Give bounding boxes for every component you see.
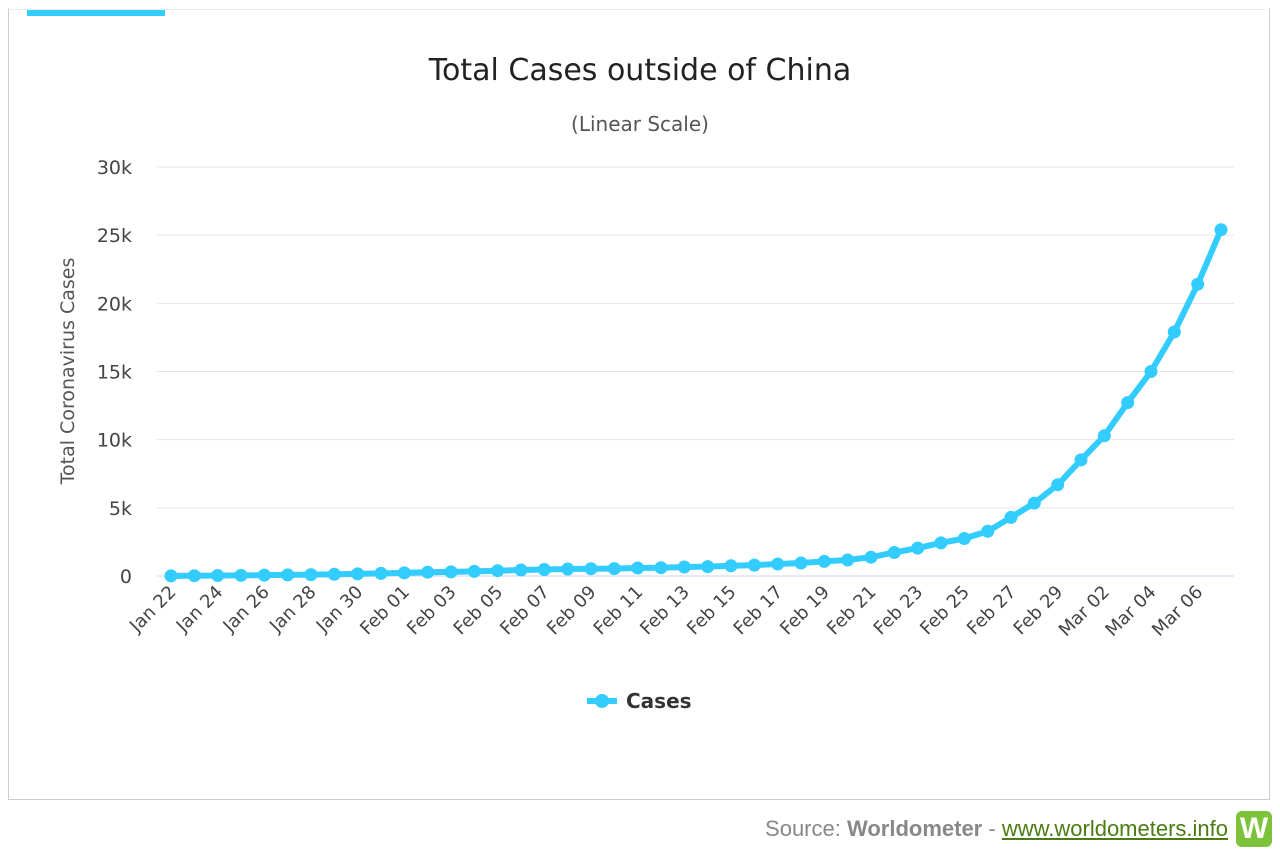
x-tick-label: Feb 05: [450, 582, 508, 640]
gridlines: [157, 166, 1234, 577]
x-tick-label: Feb 03: [403, 582, 461, 640]
data-point[interactable]: [351, 567, 365, 581]
data-point[interactable]: [701, 560, 715, 574]
active-tab-indicator[interactable]: [27, 10, 165, 16]
y-tick-label: 30k: [97, 157, 132, 179]
data-point[interactable]: [257, 568, 271, 582]
data-point[interactable]: [1004, 510, 1018, 524]
x-tick-label: Feb 13: [636, 582, 694, 640]
data-point[interactable]: [841, 553, 855, 567]
y-axis-label: Total Coronavirus Cases: [57, 258, 79, 486]
data-point[interactable]: [1144, 365, 1158, 378]
data-point[interactable]: [794, 556, 808, 570]
data-point[interactable]: [864, 550, 878, 564]
data-point[interactable]: [1027, 496, 1041, 510]
y-tick-label: 25k: [97, 225, 132, 247]
y-axis-ticks: 0 5k 10k 15k 20k 25k 30k: [97, 157, 132, 588]
x-tick-label: Jan 22: [125, 582, 180, 637]
data-point[interactable]: [981, 524, 995, 538]
data-point[interactable]: [444, 565, 458, 579]
data-point[interactable]: [724, 559, 738, 573]
data-point[interactable]: [957, 532, 971, 545]
x-tick-label: Feb 27: [963, 582, 1021, 640]
x-tick-label: Feb 15: [683, 582, 741, 640]
data-point[interactable]: [771, 557, 785, 571]
chart-subtitle: (Linear Scale): [571, 112, 709, 136]
data-point[interactable]: [887, 546, 901, 559]
data-point[interactable]: [281, 568, 295, 582]
data-point[interactable]: [491, 564, 505, 578]
source-credit: Source: Worldometer - www.worldometers.i…: [765, 816, 1228, 842]
x-tick-label: Feb 25: [916, 582, 974, 640]
data-point[interactable]: [467, 564, 481, 578]
data-point[interactable]: [654, 561, 668, 575]
data-point[interactable]: [1191, 277, 1205, 291]
data-point[interactable]: [934, 536, 948, 550]
data-point[interactable]: [164, 569, 178, 583]
series-cases[interactable]: [164, 223, 1228, 583]
x-tick-label: Mar 02: [1055, 582, 1114, 641]
y-tick-label: 10k: [97, 430, 132, 452]
data-point[interactable]: [911, 541, 925, 555]
data-point[interactable]: [234, 568, 248, 582]
data-point[interactable]: [1097, 429, 1111, 443]
x-tick-label: Jan 26: [218, 582, 273, 637]
x-tick-label: Feb 17: [730, 582, 788, 640]
source-prefix: Source:: [765, 816, 847, 841]
data-point[interactable]: [1051, 478, 1065, 492]
worldometer-logo[interactable]: W: [1236, 811, 1272, 847]
data-point[interactable]: [747, 558, 761, 572]
y-tick-label: 5k: [109, 498, 132, 520]
data-point[interactable]: [397, 566, 411, 580]
source-separator: -: [982, 816, 1002, 841]
data-point[interactable]: [1074, 453, 1088, 467]
y-tick-label: 20k: [97, 293, 132, 315]
x-tick-label: Mar 06: [1148, 582, 1207, 641]
data-point[interactable]: [421, 565, 435, 579]
data-point[interactable]: [537, 563, 551, 576]
source-link[interactable]: www.worldometers.info: [1001, 816, 1228, 841]
data-point[interactable]: [1167, 325, 1181, 339]
x-tick-label: Feb 07: [496, 582, 554, 640]
x-tick-label: Jan 30: [312, 582, 367, 637]
y-tick-label: 15k: [97, 362, 132, 384]
legend-swatch-marker: [595, 694, 609, 708]
series-line: [168, 226, 1224, 579]
legend-item-cases[interactable]: Cases: [626, 689, 692, 713]
data-point[interactable]: [1214, 223, 1228, 237]
x-tick-label: Feb 01: [356, 582, 414, 640]
x-tick-label: Feb 11: [590, 582, 648, 640]
legend[interactable]: Cases: [587, 689, 692, 713]
data-point[interactable]: [631, 561, 645, 575]
data-point[interactable]: [327, 567, 341, 581]
data-point[interactable]: [1121, 396, 1135, 410]
data-point[interactable]: [817, 554, 831, 568]
x-tick-label: Feb 23: [870, 582, 928, 640]
chart-title: Total Cases outside of China: [428, 53, 851, 88]
x-tick-label: Feb 19: [776, 582, 834, 640]
data-point[interactable]: [304, 568, 318, 582]
data-point[interactable]: [584, 562, 598, 576]
x-tick-label: Feb 09: [543, 582, 601, 640]
data-point[interactable]: [211, 569, 225, 582]
data-point[interactable]: [607, 562, 621, 576]
x-tick-label: Jan 28: [265, 582, 320, 637]
x-tick-label: Feb 21: [823, 582, 881, 640]
data-point[interactable]: [374, 566, 388, 580]
data-point[interactable]: [561, 562, 575, 576]
x-tick-label: Jan 24: [172, 582, 227, 637]
chart-container: [8, 8, 1270, 800]
data-point[interactable]: [514, 563, 528, 577]
data-point[interactable]: [187, 569, 201, 583]
tab-bar-line: [8, 9, 1270, 10]
source-brand: Worldometer: [846, 816, 983, 841]
x-tick-label: Mar 04: [1101, 582, 1160, 641]
y-tick-label: 0: [120, 566, 132, 588]
data-point[interactable]: [677, 560, 691, 574]
